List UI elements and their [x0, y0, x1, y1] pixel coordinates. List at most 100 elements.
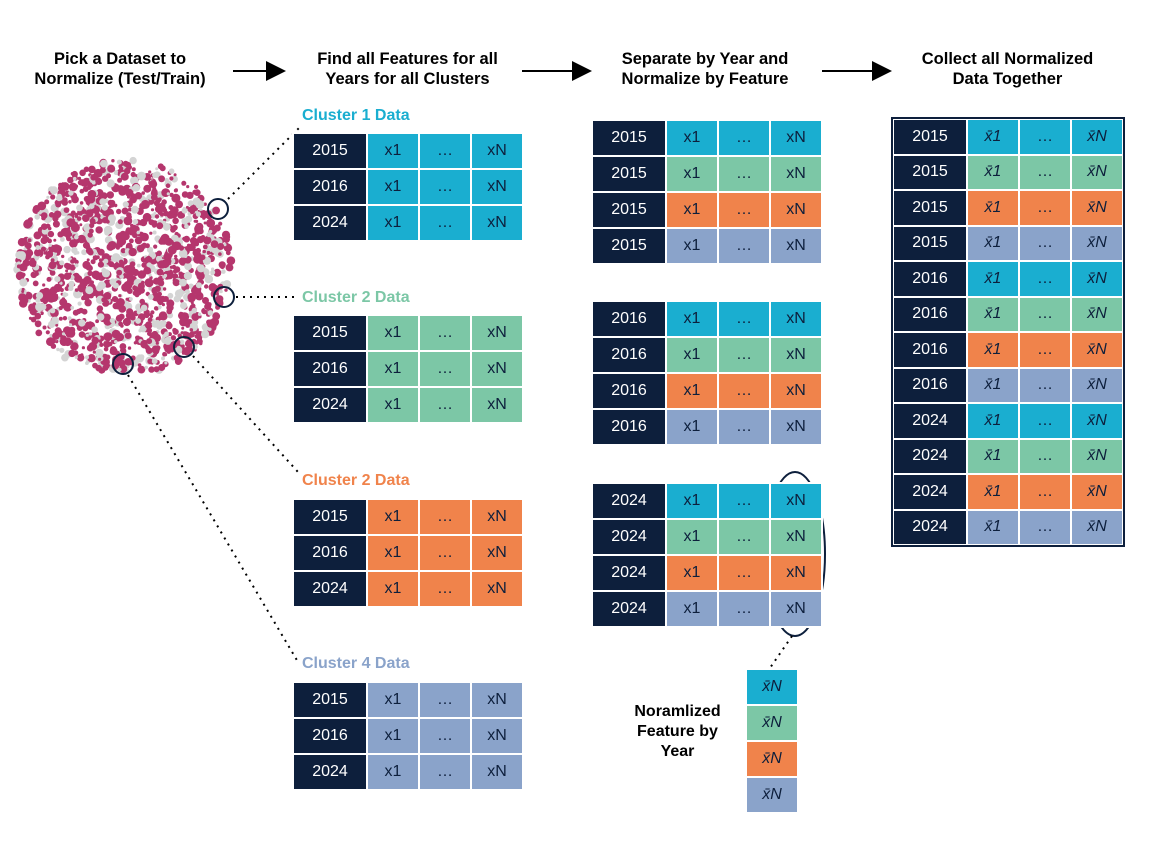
scatter-point: [99, 198, 107, 206]
scatter-point: [149, 231, 153, 235]
scatter-point: [64, 286, 70, 291]
scatter-point: [118, 259, 124, 265]
normalized-feature-label-line3: Year: [660, 743, 695, 760]
scatter-point: [127, 226, 137, 236]
scatter-point: [158, 314, 164, 321]
scatter-point: [124, 332, 132, 339]
scatter-point: [23, 247, 27, 251]
scatter-point: [173, 266, 181, 273]
scatter-point: [34, 320, 42, 328]
scatter-point: [54, 293, 59, 298]
step-3-line2: Normalize by Feature: [621, 70, 789, 88]
year-cell: 2016: [592, 337, 666, 373]
scatter-point: [122, 201, 129, 208]
scatter-point: [43, 250, 48, 255]
scatter-point: [129, 156, 137, 165]
scatter-point: [142, 233, 148, 239]
cluster-4-title: Cluster 4 Data: [302, 655, 410, 672]
scatter-point: [40, 236, 48, 245]
scatter-point: [157, 305, 162, 310]
scatter-point: [17, 251, 26, 260]
feature-first: x1: [367, 205, 419, 241]
feature-first: x1: [666, 555, 718, 591]
scatter-point: [142, 242, 147, 247]
feature-last: xN: [770, 519, 822, 555]
scatter-point: [146, 327, 153, 334]
scatter-point: [130, 171, 136, 178]
scatter-point: [105, 219, 110, 224]
scatter-point: [28, 307, 32, 312]
scatter-point: [45, 254, 50, 260]
scatter-point: [145, 347, 153, 354]
scatter-point: [123, 216, 133, 226]
feature-last: x̄N: [1071, 403, 1123, 439]
feature-ellipsis: …: [1019, 119, 1071, 155]
scatter-point: [199, 274, 204, 279]
scatter-point: [121, 232, 130, 241]
scatter-point: [189, 328, 194, 332]
scatter-point: [136, 230, 141, 235]
scatter-point: [68, 280, 75, 287]
scatter-point: [44, 199, 50, 205]
scatter-point: [213, 224, 221, 232]
year-cell: 2016: [893, 296, 967, 332]
cluster-3-title: Cluster 2 Data: [302, 472, 410, 489]
scatter-point: [179, 339, 185, 345]
scatter-point: [168, 300, 173, 305]
scatter-point: [155, 239, 159, 243]
scatter-point: [143, 184, 152, 193]
feature-first: x̄1: [967, 332, 1019, 368]
feature-last: xN: [471, 315, 523, 351]
scatter-point: [85, 333, 89, 337]
scatter-point: [129, 297, 133, 301]
scatter-point: [79, 223, 83, 227]
scatter-point: [116, 159, 122, 165]
scatter-point: [69, 264, 76, 271]
year-cell: 2016: [592, 301, 666, 337]
scatter-point: [207, 327, 212, 332]
scatter-point: [96, 305, 104, 312]
scatter-point: [93, 174, 99, 180]
scatter-point: [98, 258, 103, 263]
scatter-point: [34, 214, 40, 220]
feature-first: x1: [367, 718, 419, 754]
scatter-point: [126, 288, 133, 294]
scatter-point: [95, 364, 102, 372]
scatter-point: [69, 350, 75, 355]
feature-ellipsis: …: [1019, 474, 1071, 510]
feature-ellipsis: …: [419, 315, 471, 351]
scatter-point: [87, 270, 93, 276]
scatter-point: [165, 183, 171, 188]
year-cell: 2015: [592, 156, 666, 192]
scatter-point: [219, 289, 223, 294]
scatter-point: [190, 303, 196, 309]
feature-ellipsis: …: [419, 571, 471, 607]
feature-ellipsis: …: [1019, 154, 1071, 190]
scatter-point: [207, 310, 214, 316]
scatter-point: [141, 191, 145, 195]
scatter-point: [20, 296, 29, 305]
feature-first: x1: [666, 409, 718, 445]
scatter-point: [117, 219, 123, 225]
year-cell: 2024: [592, 555, 666, 591]
year-cell: 2024: [592, 591, 666, 627]
scatter-point: [79, 169, 86, 177]
scatter-point: [191, 313, 200, 321]
step-1-line1: Pick a Dataset to: [53, 50, 187, 68]
scatter-point: [184, 289, 190, 295]
scatter-point: [162, 275, 167, 279]
scatter-point: [148, 366, 155, 373]
feature-last: x̄N: [1071, 225, 1123, 261]
scatter-point: [150, 194, 158, 201]
scatter-point: [49, 186, 58, 195]
year-cell: 2024: [293, 571, 367, 607]
scatter-point: [193, 254, 202, 264]
scatter-point: [213, 268, 222, 277]
scatter-point: [35, 292, 44, 300]
cluster-2-table: 2015 x1… xN 2016 x1… xN 2024 x1… xN: [292, 314, 524, 424]
scatter-point: [210, 240, 219, 249]
scatter-point: [144, 278, 154, 288]
scatter-point: [156, 299, 161, 303]
feature-ellipsis: …: [718, 301, 770, 337]
feature-ellipsis: …: [718, 483, 770, 519]
